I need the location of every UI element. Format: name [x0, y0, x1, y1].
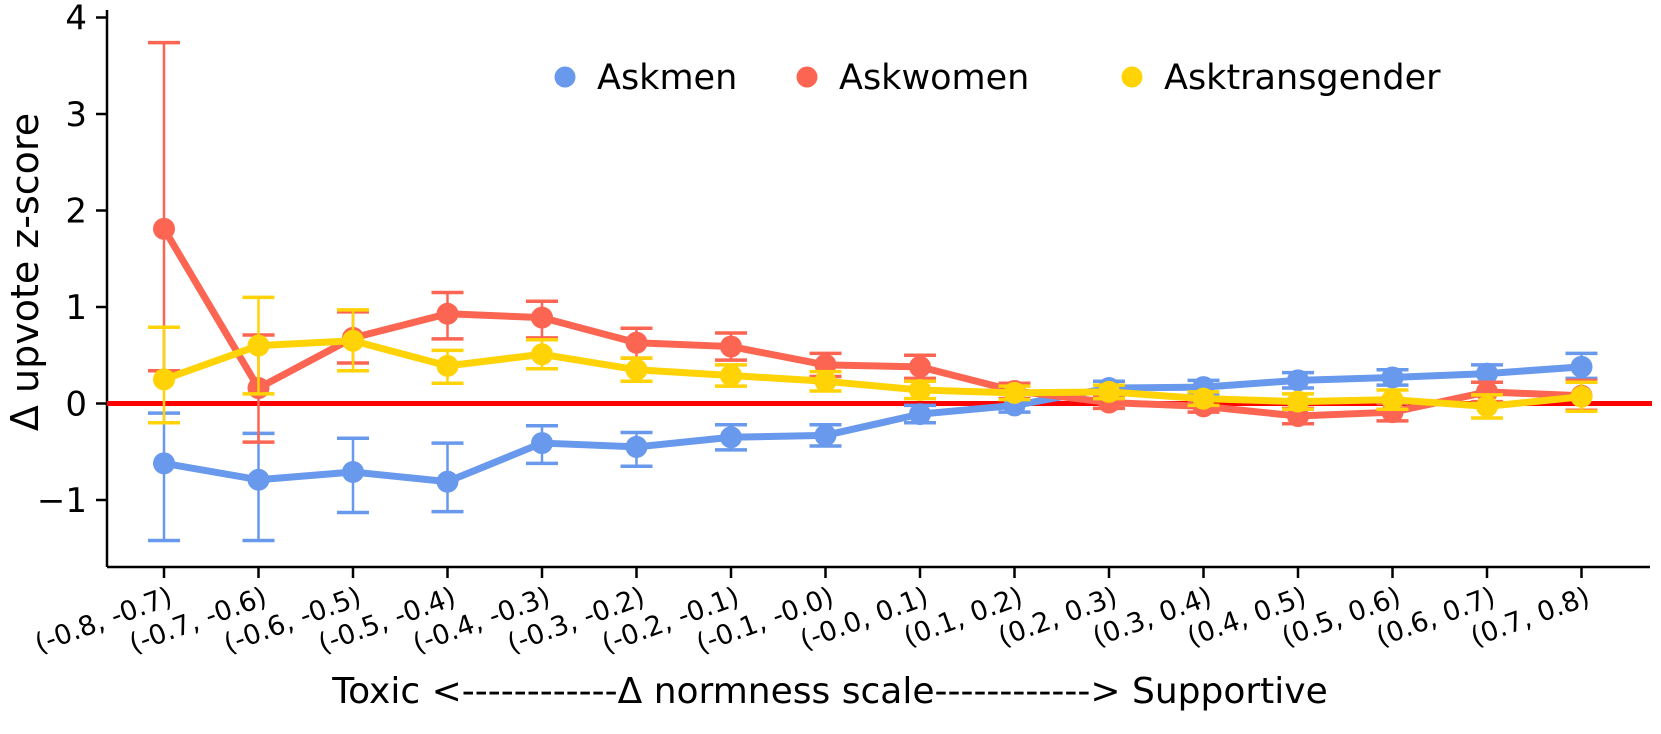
data-point	[909, 378, 931, 401]
data-point	[436, 302, 459, 325]
legend-marker-icon	[796, 66, 818, 88]
y-tick-label: 0	[65, 385, 87, 425]
legend-marker-icon	[554, 66, 576, 88]
y-tick-label: 4	[65, 0, 87, 39]
legend-marker-icon	[1121, 66, 1143, 88]
legend-item-askmen: Askmen	[554, 58, 737, 98]
data-point	[814, 424, 837, 447]
data-point	[720, 335, 742, 358]
legend-label: Askmen	[597, 58, 737, 98]
data-point	[1098, 380, 1120, 403]
series-askmen	[148, 351, 1598, 543]
legend-item-asktransgender: Asktransgender	[1121, 58, 1441, 98]
y-tick-label: 1	[65, 288, 87, 328]
data-point	[625, 331, 648, 354]
data-point	[247, 468, 270, 491]
data-point	[909, 355, 931, 378]
data-point	[342, 329, 364, 352]
error-bar	[148, 411, 180, 543]
series-askwomen	[148, 40, 1598, 444]
data-point	[436, 354, 459, 377]
y-axis-title: Δ upvote z-score	[3, 113, 47, 431]
data-point	[1476, 362, 1498, 385]
legend-label: Askwomen	[839, 58, 1029, 98]
data-point	[247, 334, 270, 357]
y-tick-label: 2	[65, 192, 87, 232]
data-point	[153, 452, 175, 475]
data-point	[720, 364, 742, 387]
data-point	[1287, 369, 1309, 392]
data-point	[531, 343, 553, 366]
legend: Askmen Askwomen Asktransgender	[554, 58, 1441, 98]
data-point	[1381, 366, 1404, 389]
series-line	[160, 363, 1585, 486]
legend-label: Asktransgender	[1164, 58, 1441, 98]
data-point	[625, 435, 648, 458]
data-point	[153, 368, 175, 391]
data-point	[1287, 390, 1309, 413]
series-line	[160, 225, 1585, 420]
data-point	[531, 306, 553, 329]
data-point	[531, 432, 553, 455]
series-asktransgender	[148, 295, 1598, 425]
data-point	[1381, 388, 1404, 411]
data-point	[1570, 355, 1593, 378]
data-point	[1192, 387, 1215, 410]
data-point	[625, 358, 648, 381]
data-point	[720, 426, 742, 449]
error-bar	[148, 40, 180, 373]
data-point	[1003, 381, 1026, 404]
legend-item-askwomen: Askwomen	[796, 58, 1029, 98]
data-point	[814, 370, 837, 393]
data-point	[909, 403, 931, 426]
data-point	[1570, 385, 1593, 408]
y-tick-label: −1	[37, 481, 87, 521]
data-point	[1476, 395, 1498, 418]
x-axis-title: Toxic <------------Δ normness scale-----…	[331, 671, 1327, 712]
data-point	[436, 470, 459, 493]
y-tick-label: 3	[65, 95, 87, 135]
data-point	[153, 217, 175, 240]
series-line	[160, 337, 1585, 410]
data-point	[342, 461, 364, 484]
